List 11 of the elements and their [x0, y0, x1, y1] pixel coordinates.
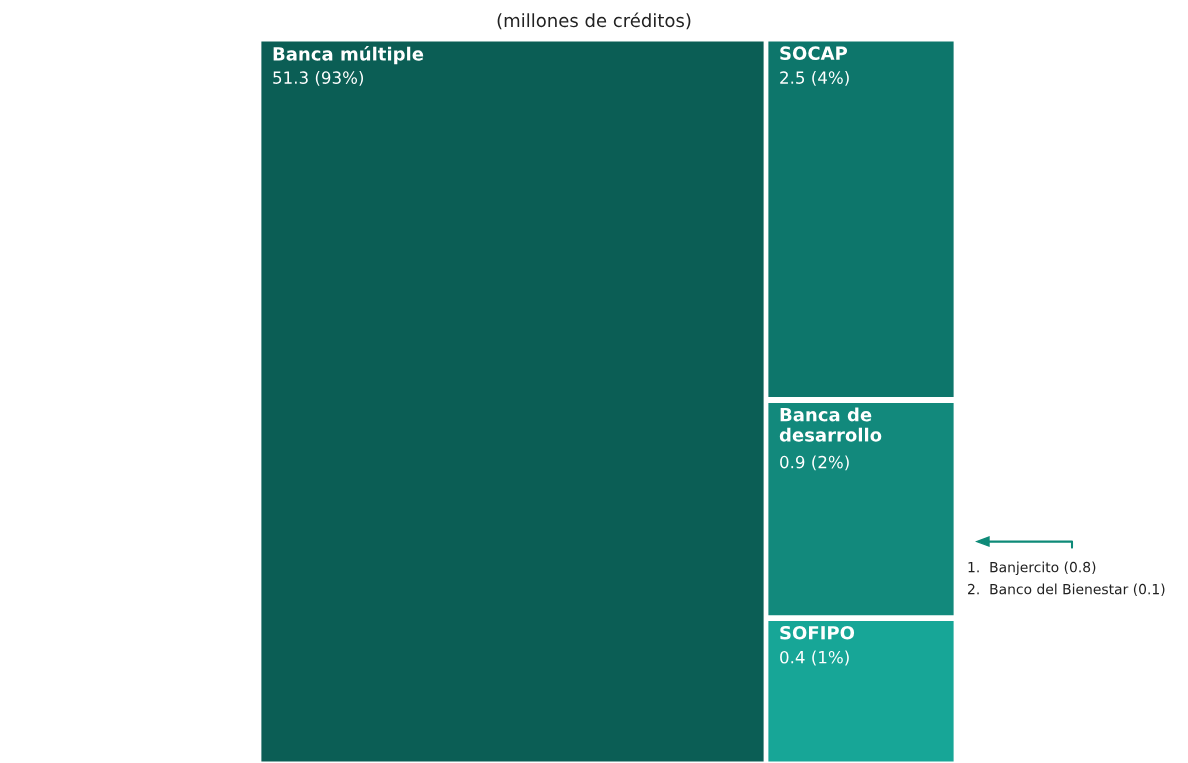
category-label: SOFIPO	[780, 625, 855, 640]
text: (millones de créditos)	[497, 12, 691, 30]
text: 2. Banco del Bienestar (0.1)	[968, 583, 1165, 596]
data-label: 2.5 (4%)	[780, 71, 849, 86]
category-label: SOCAP	[780, 46, 848, 60]
data-label: 0.9 (2%)	[780, 455, 849, 471]
text: 1. Banjercito (0.8)	[968, 561, 1096, 576]
data-label: 51.3 (93%)	[273, 71, 364, 86]
category-label: Banca de desarrollo	[779, 407, 882, 442]
category-label: Banca múltiple	[273, 46, 424, 65]
data-label: 0.4 (1%)	[780, 650, 849, 666]
